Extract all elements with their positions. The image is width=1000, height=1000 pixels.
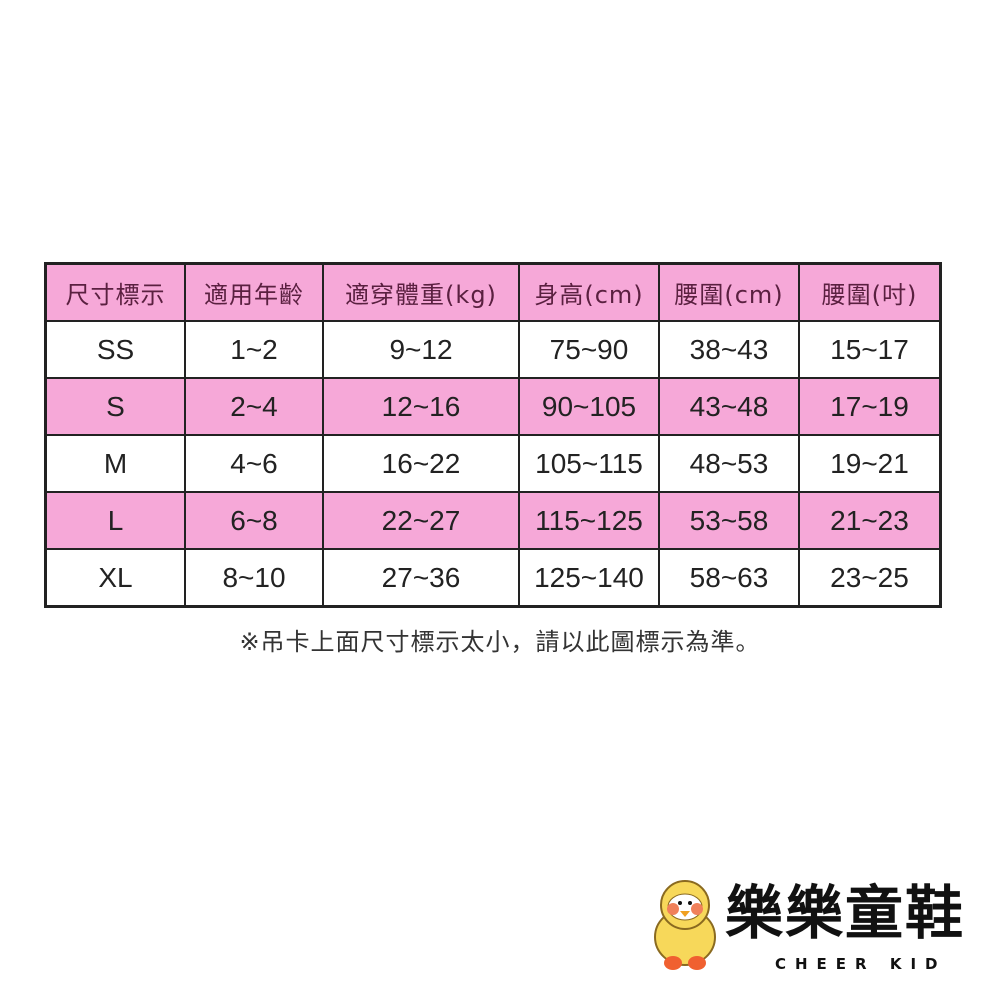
- size-label-cell: L: [44, 491, 186, 550]
- header-cell: 適用年齡: [184, 262, 324, 322]
- table-row: L 6~8 22~27 115~125 53~58 21~23: [44, 491, 942, 550]
- table-cell: 6~8: [184, 491, 324, 550]
- size-chart-table: 尺寸標示 適用年齡 適穿體重(kg) 身高(cm) 腰圍(cm) 腰圍(吋) S…: [44, 262, 942, 608]
- chick-mascot-icon: [654, 880, 716, 970]
- table-cell: 53~58: [658, 491, 800, 550]
- table-cell: 43~48: [658, 377, 800, 436]
- table-row: SS 1~2 9~12 75~90 38~43 15~17: [44, 320, 942, 379]
- header-cell: 尺寸標示: [44, 262, 186, 322]
- brand-subtitle: CHEER KID: [775, 955, 947, 973]
- table-cell: 90~105: [518, 377, 660, 436]
- table-row: M 4~6 16~22 105~115 48~53 19~21: [44, 434, 942, 493]
- table-cell: 9~12: [322, 320, 520, 379]
- table-cell: 48~53: [658, 434, 800, 493]
- header-cell: 腰圍(吋): [798, 262, 942, 322]
- table-cell: 2~4: [184, 377, 324, 436]
- table-cell: 8~10: [184, 548, 324, 608]
- table-cell: 19~21: [798, 434, 942, 493]
- table-row: XL 8~10 27~36 125~140 58~63 23~25: [44, 548, 942, 608]
- table-cell: 15~17: [798, 320, 942, 379]
- header-cell: 身高(cm): [518, 262, 660, 322]
- table-cell: 4~6: [184, 434, 324, 493]
- table-cell: 125~140: [518, 548, 660, 608]
- table-cell: 58~63: [658, 548, 800, 608]
- table-cell: 27~36: [322, 548, 520, 608]
- table-cell: 12~16: [322, 377, 520, 436]
- brand-logo: 樂樂童鞋 CHEER KID: [645, 860, 995, 990]
- table-cell: 75~90: [518, 320, 660, 379]
- table-cell: 17~19: [798, 377, 942, 436]
- table-cell: 1~2: [184, 320, 324, 379]
- header-cell: 腰圍(cm): [658, 262, 800, 322]
- table-cell: 16~22: [322, 434, 520, 493]
- table-cell: 115~125: [518, 491, 660, 550]
- table-header-row: 尺寸標示 適用年齡 適穿體重(kg) 身高(cm) 腰圍(cm) 腰圍(吋): [44, 262, 942, 322]
- size-label-cell: M: [44, 434, 186, 493]
- table-row: S 2~4 12~16 90~105 43~48 17~19: [44, 377, 942, 436]
- size-label-cell: S: [44, 377, 186, 436]
- table-cell: 23~25: [798, 548, 942, 608]
- table-cell: 21~23: [798, 491, 942, 550]
- header-cell: 適穿體重(kg): [322, 262, 520, 322]
- table-cell: 38~43: [658, 320, 800, 379]
- size-note: ※吊卡上面尺寸標示太小，請以此圖標示為準。: [239, 628, 761, 656]
- size-label-cell: XL: [44, 548, 186, 608]
- table-cell: 105~115: [518, 434, 660, 493]
- table-cell: 22~27: [322, 491, 520, 550]
- size-label-cell: SS: [44, 320, 186, 379]
- brand-name: 樂樂童鞋: [725, 879, 966, 947]
